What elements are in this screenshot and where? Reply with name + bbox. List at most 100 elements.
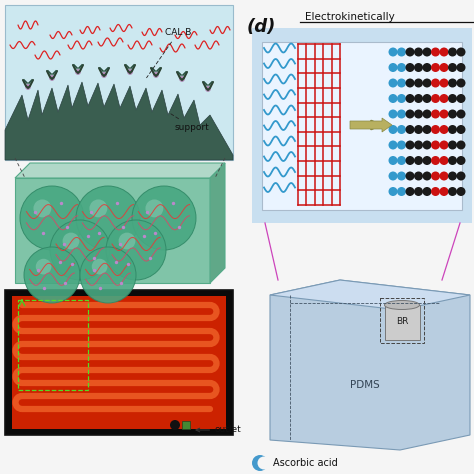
Circle shape — [63, 233, 80, 249]
Point — [40, 284, 48, 292]
Circle shape — [431, 172, 440, 181]
Circle shape — [405, 63, 414, 72]
Circle shape — [439, 79, 448, 88]
Point — [146, 255, 154, 262]
Bar — [15, 178, 210, 283]
Circle shape — [26, 84, 30, 90]
Circle shape — [414, 187, 423, 196]
Polygon shape — [270, 280, 470, 450]
Point — [113, 199, 120, 207]
Circle shape — [448, 172, 457, 181]
Circle shape — [431, 187, 440, 196]
Circle shape — [397, 109, 406, 118]
Circle shape — [448, 63, 457, 72]
Circle shape — [439, 63, 448, 72]
Circle shape — [422, 47, 431, 56]
Point — [118, 279, 125, 286]
Circle shape — [397, 140, 406, 149]
Ellipse shape — [384, 301, 419, 310]
Circle shape — [405, 140, 414, 149]
Circle shape — [431, 156, 440, 165]
Circle shape — [92, 259, 108, 274]
Circle shape — [414, 140, 423, 149]
Circle shape — [80, 247, 136, 303]
Circle shape — [34, 200, 51, 218]
Circle shape — [422, 140, 431, 149]
Circle shape — [431, 140, 440, 149]
Point — [140, 232, 148, 239]
Circle shape — [456, 187, 465, 196]
Text: Electrokinetically: Electrokinetically — [305, 12, 395, 22]
Circle shape — [90, 200, 107, 218]
Circle shape — [252, 455, 268, 471]
Circle shape — [405, 94, 414, 103]
Point — [97, 284, 104, 292]
Point — [175, 223, 183, 230]
Circle shape — [456, 47, 465, 56]
Bar — [18, 300, 88, 390]
Bar — [182, 421, 190, 429]
Polygon shape — [270, 280, 470, 310]
Circle shape — [389, 47, 398, 56]
Point — [56, 258, 64, 265]
Circle shape — [405, 79, 414, 88]
Circle shape — [448, 94, 457, 103]
Circle shape — [422, 172, 431, 181]
Circle shape — [414, 156, 423, 165]
Circle shape — [422, 79, 431, 88]
Circle shape — [146, 200, 164, 218]
Circle shape — [431, 47, 440, 56]
Circle shape — [414, 79, 423, 88]
Circle shape — [405, 109, 414, 118]
Circle shape — [448, 47, 457, 56]
Bar — [5, 5, 233, 160]
Circle shape — [431, 63, 440, 72]
Text: outlet: outlet — [196, 426, 242, 435]
Circle shape — [422, 94, 431, 103]
Circle shape — [448, 187, 457, 196]
Circle shape — [456, 109, 465, 118]
Circle shape — [397, 187, 406, 196]
Circle shape — [106, 220, 166, 280]
Bar — [385, 305, 420, 340]
Circle shape — [431, 109, 440, 118]
Circle shape — [206, 86, 210, 91]
Circle shape — [456, 140, 465, 149]
Bar — [380, 298, 424, 343]
Circle shape — [456, 172, 465, 181]
Circle shape — [414, 47, 423, 56]
Circle shape — [389, 140, 398, 149]
Circle shape — [414, 63, 423, 72]
Point — [90, 266, 97, 273]
Circle shape — [431, 79, 440, 88]
Circle shape — [397, 79, 406, 88]
Point — [169, 199, 177, 207]
Point — [151, 229, 159, 237]
Circle shape — [397, 125, 406, 134]
Circle shape — [389, 63, 398, 72]
Circle shape — [76, 186, 140, 250]
Circle shape — [448, 140, 457, 149]
Bar — [5, 290, 233, 435]
Circle shape — [24, 247, 80, 303]
Circle shape — [431, 94, 440, 103]
Circle shape — [439, 156, 448, 165]
Circle shape — [456, 125, 465, 134]
Text: PDMS: PDMS — [350, 380, 380, 390]
Point — [144, 208, 151, 216]
Bar — [12, 296, 226, 429]
FancyArrow shape — [350, 118, 392, 132]
Circle shape — [414, 94, 423, 103]
Circle shape — [448, 125, 457, 134]
Point — [88, 208, 95, 216]
Circle shape — [101, 73, 107, 78]
Circle shape — [422, 125, 431, 134]
Circle shape — [439, 140, 448, 149]
Circle shape — [50, 220, 110, 280]
Circle shape — [75, 70, 81, 74]
Circle shape — [431, 125, 440, 134]
Circle shape — [439, 172, 448, 181]
Circle shape — [456, 156, 465, 165]
Circle shape — [439, 125, 448, 134]
Text: BR: BR — [396, 318, 408, 327]
